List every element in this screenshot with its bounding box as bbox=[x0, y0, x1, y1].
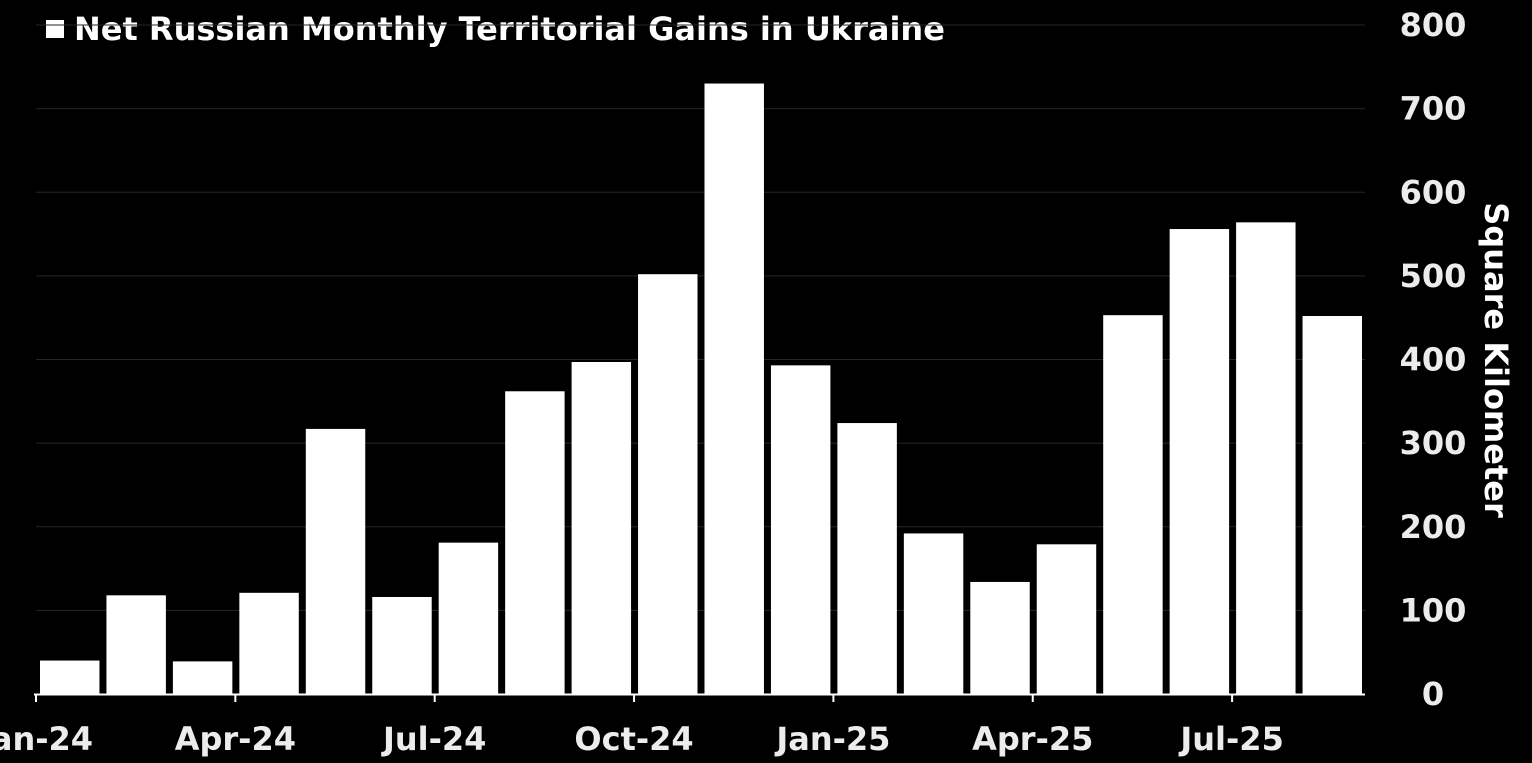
y-tick-label: 600 bbox=[1400, 173, 1467, 211]
x-tick-label: Apr-25 bbox=[972, 720, 1093, 758]
bar-nov-24 bbox=[704, 83, 764, 695]
bar-jan-25 bbox=[837, 423, 897, 694]
bar-jun-25 bbox=[1169, 229, 1230, 695]
bar-apr-24 bbox=[239, 592, 299, 694]
bar-aug-24 bbox=[505, 391, 565, 694]
x-tick-label: Jan-25 bbox=[774, 720, 890, 758]
bar-apr-25 bbox=[1036, 544, 1097, 694]
y-tick-label: 100 bbox=[1400, 591, 1467, 629]
x-axis: Jan-24 Apr-24 Jul-24 Oct-24 Jan-25 Apr-25 Jul-… bbox=[0, 693, 1365, 758]
bar-mar-25 bbox=[970, 581, 1030, 694]
bars bbox=[40, 83, 1362, 695]
bar-dec-24 bbox=[770, 365, 831, 694]
bar-aug-25 bbox=[1302, 316, 1362, 694]
grid-lines bbox=[36, 24, 1365, 611]
y-tick-label: 800 bbox=[1400, 6, 1467, 44]
x-tick-label: Jul-25 bbox=[1178, 720, 1283, 758]
y-tick-label: 300 bbox=[1400, 424, 1467, 462]
y-tick-label: 200 bbox=[1400, 508, 1467, 546]
x-tick-label: Jul-24 bbox=[381, 720, 486, 758]
chart-title: Net Russian Monthly Territorial Gains in… bbox=[74, 10, 945, 48]
y-tick-label: 400 bbox=[1400, 341, 1467, 379]
bar-jan-24 bbox=[40, 660, 100, 694]
bar-oct-24 bbox=[638, 274, 698, 694]
y-axis-label: Square Kilometer bbox=[1477, 202, 1515, 518]
x-tick-label: Oct-24 bbox=[574, 720, 693, 758]
y-tick-label: 0 bbox=[1422, 675, 1444, 713]
y-tick-label: 500 bbox=[1400, 257, 1467, 295]
bar-jun-24 bbox=[372, 596, 432, 694]
y-tick-label: 700 bbox=[1400, 90, 1467, 128]
bar-may-25 bbox=[1103, 315, 1163, 694]
bar-mar-24 bbox=[172, 661, 233, 694]
y-axis: 0 100 200 300 400 500 600 700 800 bbox=[1400, 6, 1467, 713]
bar-may-24 bbox=[305, 428, 366, 694]
bar-jul-25 bbox=[1236, 222, 1296, 695]
bar-sep-24 bbox=[571, 362, 632, 694]
bar-feb-24 bbox=[106, 595, 166, 694]
x-tick-label: Jan-24 bbox=[0, 720, 93, 758]
bar-feb-25 bbox=[903, 533, 964, 694]
legend: Net Russian Monthly Territorial Gains in… bbox=[46, 8, 945, 50]
x-tick-label: Apr-24 bbox=[175, 720, 296, 758]
bar-jul-24 bbox=[438, 542, 499, 694]
